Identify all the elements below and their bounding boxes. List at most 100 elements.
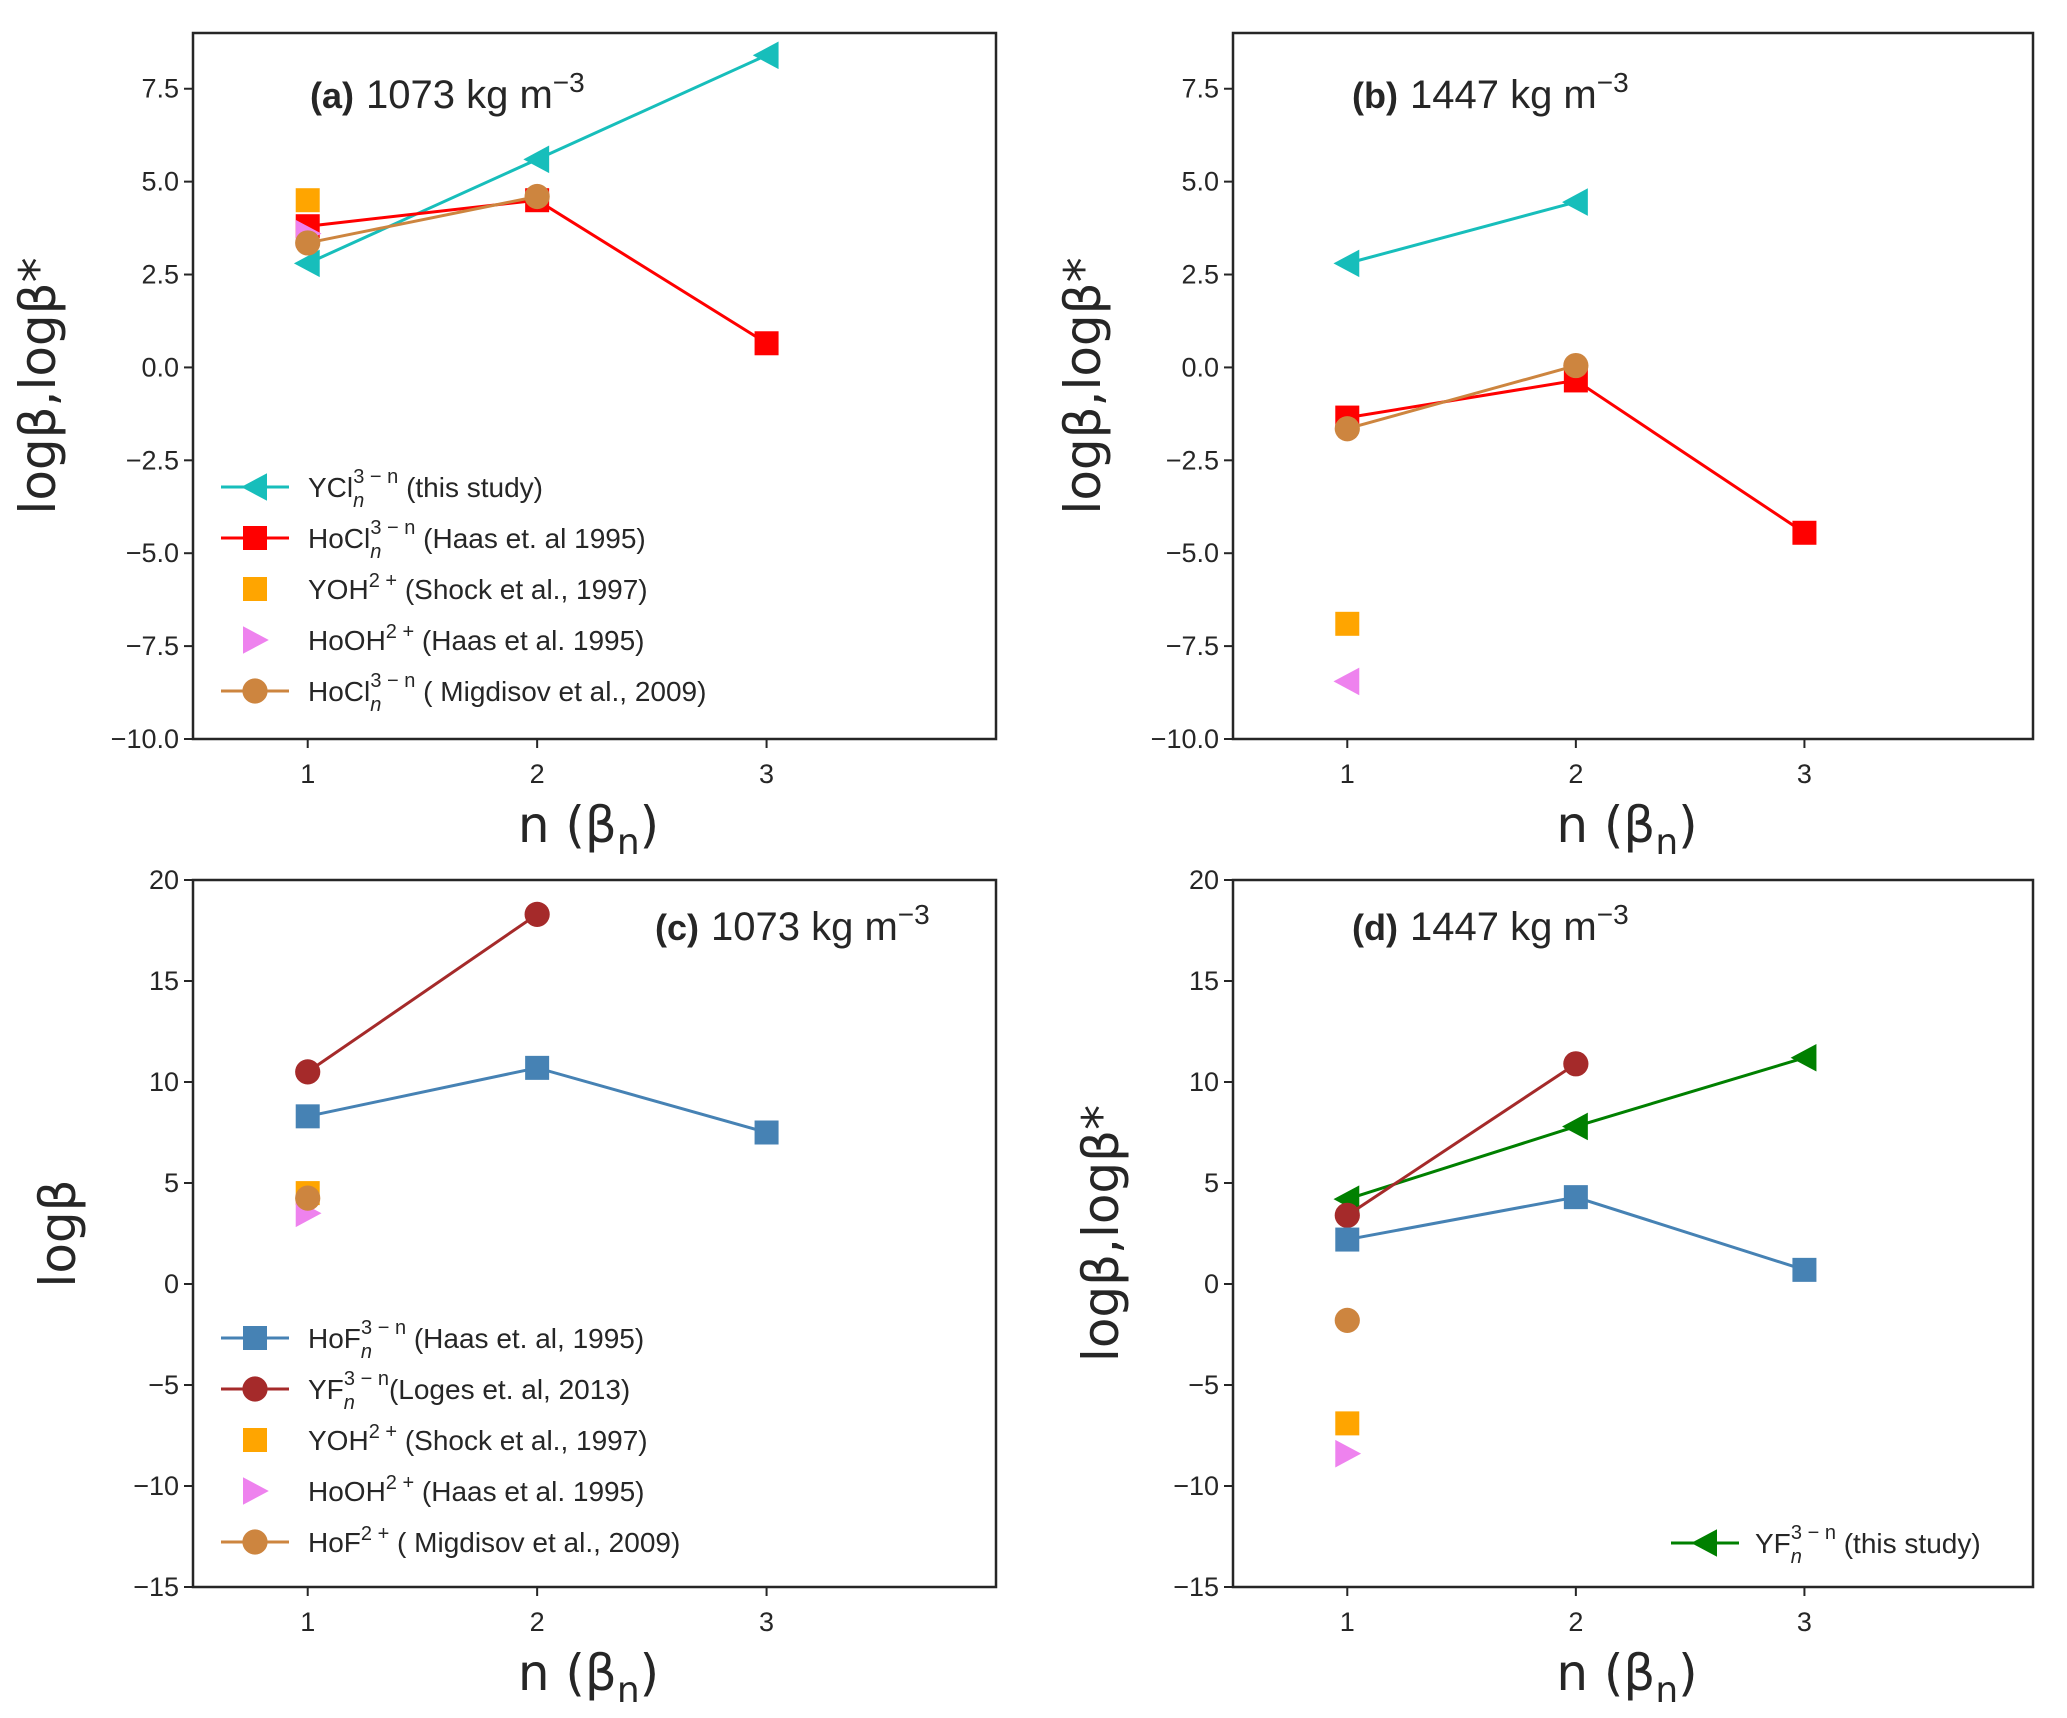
- y-tick-label: 7.5: [1181, 74, 1219, 104]
- legend-name: HoCl: [308, 676, 370, 707]
- y-tick-label: 20: [1189, 865, 1219, 895]
- data-point: [1333, 249, 1360, 278]
- data-point: [1333, 667, 1360, 696]
- data-point: [1335, 1227, 1360, 1252]
- legend-marker: [243, 1428, 267, 1452]
- x-axis-label-sub: n: [617, 822, 640, 863]
- series-4: [295, 1185, 321, 1211]
- series-line: [307, 198, 768, 345]
- y-tick-label: −10.0: [1151, 724, 1219, 754]
- legend-label: HoF2 + ( Migdisov et al., 2009): [308, 1523, 680, 1558]
- data-point: [524, 183, 550, 210]
- series-0: [295, 1055, 779, 1145]
- legend-label: HoOH2 + (Haas et al. 1995): [308, 1472, 645, 1507]
- data-point: [1335, 1439, 1362, 1468]
- panel-title: (d) 1447 kg m−3: [1352, 899, 1629, 949]
- legend: HoFn3 − n (Haas et. al, 1995)YFn3 − n(Lo…: [221, 1317, 680, 1558]
- legend-suffix: (Haas et. al 1995): [415, 523, 645, 554]
- data-point: [1792, 1257, 1817, 1282]
- series-3: [1334, 1307, 1360, 1333]
- legend-label: YFn3 − n(Loges et. al, 2013): [308, 1368, 630, 1414]
- y-tick-label: 7.5: [141, 74, 179, 104]
- y-tick-label: 2.5: [141, 260, 179, 290]
- y-tick-label: 5.0: [141, 167, 179, 197]
- panel-tag: (b): [1352, 75, 1398, 116]
- series-line: [1346, 200, 1577, 265]
- legend-suffix: (Haas et al. 1995): [414, 1476, 644, 1507]
- legend-name: YOH: [308, 574, 369, 605]
- x-axis-label-close: ): [640, 796, 660, 854]
- data-point: [1790, 1043, 1817, 1072]
- legend-marker: [243, 526, 267, 550]
- legend-marker: [243, 1477, 269, 1505]
- x-axis-label-sub: n: [617, 1670, 640, 1711]
- y-axis-label: logβ: [29, 1179, 87, 1287]
- series-1: [1334, 1051, 1589, 1228]
- legend-sup: 3 − n: [344, 1368, 389, 1390]
- data-point: [1335, 611, 1360, 636]
- legend-sub: n: [370, 694, 381, 716]
- y-tick-label: −7.5: [126, 631, 179, 661]
- y-tick-label: 0: [164, 1269, 179, 1299]
- x-tick-label: 1: [300, 1607, 315, 1637]
- x-axis-label: n (βn): [1556, 796, 1697, 863]
- y-tick-label: 15: [149, 966, 179, 996]
- panel-title-sup: −3: [898, 899, 930, 930]
- series-5: [1335, 1439, 1362, 1468]
- y-tick-label: −2.5: [126, 445, 179, 475]
- panel-tag: (d): [1352, 907, 1398, 948]
- y-tick-label: 5: [1204, 1168, 1219, 1198]
- legend-label: HoCln3 − n (Haas et. al 1995): [308, 517, 646, 563]
- series-line: [1347, 378, 1806, 535]
- legend-suffix: (Shock et al., 1997): [397, 574, 648, 605]
- series-line: [1346, 364, 1577, 431]
- data-point: [293, 249, 320, 278]
- data-point: [1335, 1411, 1360, 1436]
- legend-suffix: ( Migdisov et al., 2009): [415, 676, 706, 707]
- legend-sup: 3 − n: [361, 1317, 406, 1339]
- panel-title-sup: −3: [1597, 899, 1629, 930]
- panel-title: (a) 1073 kg m−3: [310, 67, 585, 117]
- legend-name: YF: [1755, 1528, 1791, 1559]
- y-tick-label: −10: [1173, 1471, 1219, 1501]
- series-1: [1335, 368, 1817, 545]
- legend-sup: 2 +: [369, 570, 397, 592]
- x-axis-label-close: ): [640, 1644, 660, 1702]
- data-point: [754, 1120, 779, 1145]
- legend-suffix: (this study): [1836, 1528, 1981, 1559]
- legend-suffix: (Haas et. al, 1995): [406, 1323, 644, 1354]
- legend-marker: [243, 1326, 267, 1350]
- legend-name: HoF: [308, 1323, 361, 1354]
- panel-title: (c) 1073 kg m−3: [655, 899, 930, 949]
- data-point: [1792, 520, 1817, 545]
- y-tick-label: 2.5: [1181, 260, 1219, 290]
- x-axis-label-sub: n: [1655, 1670, 1678, 1711]
- x-tick-label: 3: [759, 759, 774, 789]
- legend-sup: 3 − n: [353, 466, 398, 488]
- legend-label: HoOH2 + (Haas et al. 1995): [308, 621, 645, 656]
- legend-sup: 3 − n: [370, 670, 415, 692]
- legend-sup: 3 − n: [370, 517, 415, 539]
- x-tick-label: 3: [759, 1607, 774, 1637]
- legend: YCln3 − n (this study)HoCln3 − n (Haas e…: [221, 466, 706, 716]
- legend-marker: [1691, 1529, 1717, 1557]
- legend-marker: [242, 1529, 268, 1555]
- y-axis-label: logβ,logβ*: [1072, 1105, 1130, 1362]
- legend-label: YOH2 + (Shock et al., 1997): [308, 570, 648, 605]
- x-axis-label-close: ): [1678, 796, 1698, 854]
- legend-marker: [243, 577, 267, 601]
- legend-label: YCln3 − n (this study): [308, 466, 543, 512]
- legend-name: HoOH: [308, 625, 386, 656]
- legend-sub: n: [361, 1341, 372, 1363]
- data-point: [523, 145, 550, 174]
- axes-frame: [1231, 878, 2035, 1589]
- y-tick-label: −5.0: [126, 538, 179, 568]
- data-point: [295, 188, 320, 213]
- legend-sub: n: [344, 1392, 355, 1414]
- legend-sup: 2 +: [369, 1421, 397, 1443]
- legend-name: YOH: [308, 1425, 369, 1456]
- legend: YFn3 − n (this study): [1671, 1522, 1981, 1568]
- panel-title-main: 1447 kg m: [1410, 73, 1597, 117]
